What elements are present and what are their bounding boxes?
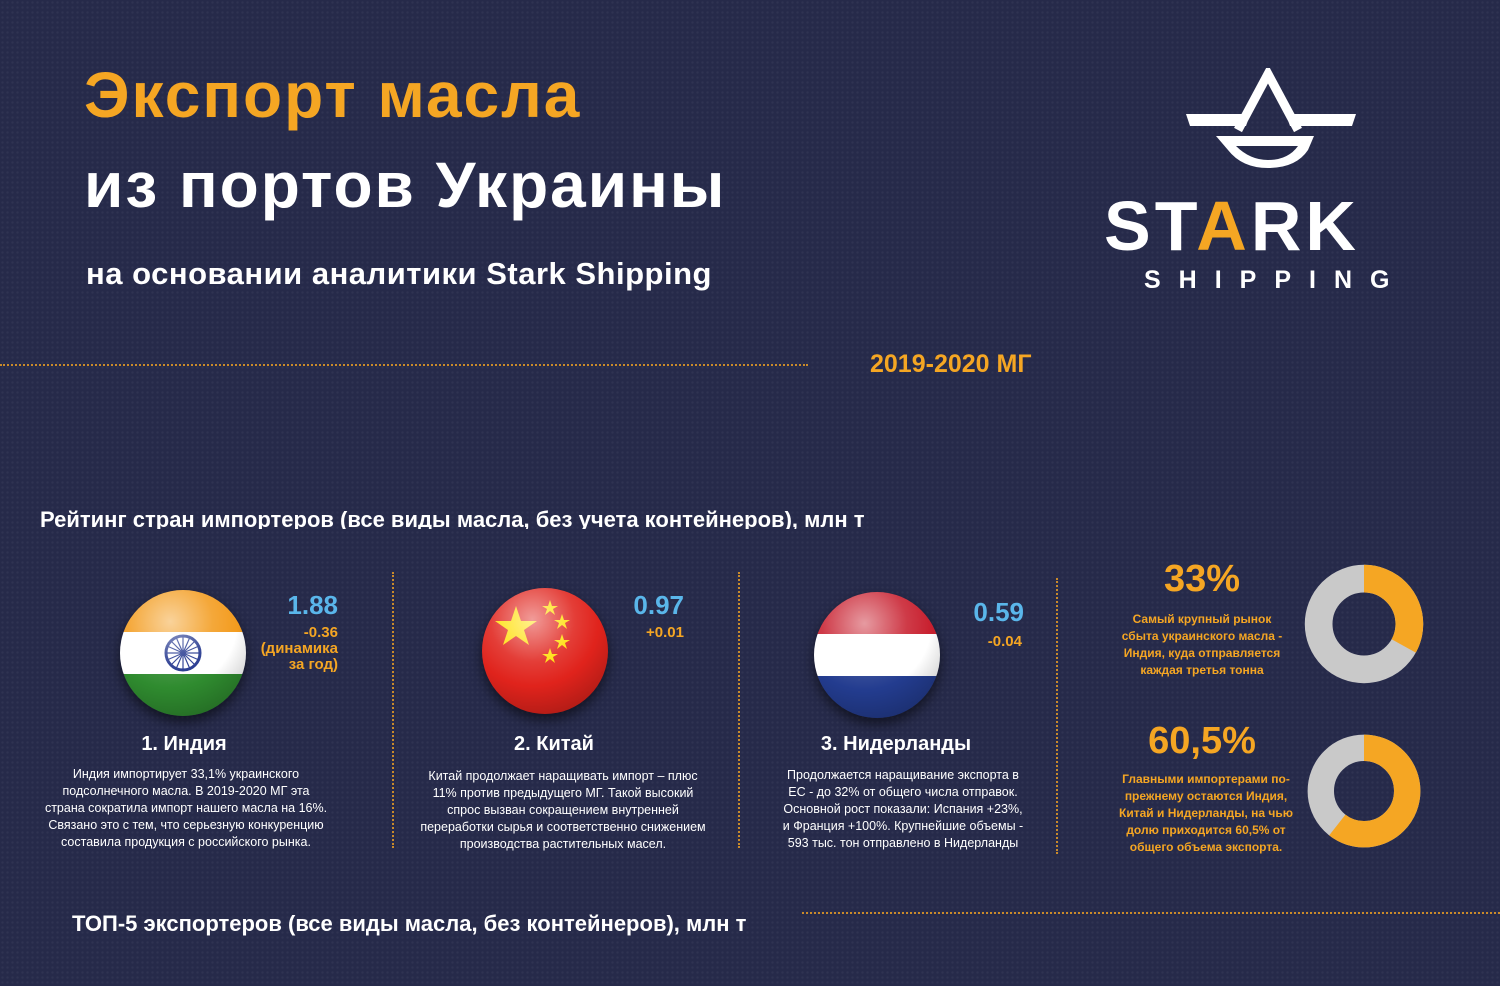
period-label: 2019-2020 МГ [870,350,1032,378]
netherlands-flag-icon [814,592,940,718]
india-name: 1. Индия [141,733,227,755]
donut-share [1304,564,1424,684]
netherlands-description: Продолжается наращивание экспорта в ЕС -… [782,768,1024,850]
donut-share [1307,734,1421,848]
logo-word-pre: ST [1104,187,1197,265]
logo-wordmark: STARK [1104,186,1360,266]
rating-heading: Рейтинг стран импортеров (все виды масла… [40,507,865,529]
netherlands-name: 3. Нидерланды [820,733,972,755]
netherlands-delta: -0.04 [987,633,1022,650]
logo-shipping: SHIPPING [1144,266,1408,294]
bottom-divider [802,912,1500,914]
title-line-2: из портов Украины [84,149,727,221]
divider-1 [392,572,394,848]
netherlands-value: 0.59 [973,597,1024,627]
stat-2-percent: 60,5% [1148,720,1256,762]
top5-heading: ТОП-5 экспортеров (все виды масла, без к… [72,911,747,936]
china-description: Китай продолжает наращивать импорт – плю… [420,769,706,851]
china-delta: +0.01 [646,624,684,641]
india-delta: -0.36 [303,624,338,641]
divider-2 [738,572,740,848]
stat-1-donut [1304,564,1424,684]
china-flag-icon [482,588,608,714]
top-divider [0,364,808,366]
stat-2-description: Главными импортерами по-прежнему остаютс… [1119,772,1293,854]
india-delta-note: (динамика за год) [260,640,338,673]
stat-2-donut [1307,734,1421,848]
india-description: Индия импортирует 33,1% украинского подс… [44,767,328,849]
stat-1-percent: 33% [1163,558,1241,600]
sail-icon [1186,68,1356,168]
india-flag-icon [120,590,246,716]
india-value: 1.88 [287,590,338,620]
china-value: 0.97 [633,590,684,620]
logo-word-post: RK [1250,187,1360,265]
logo-word-accent: A [1196,187,1251,265]
stark-logo: STARK SHIPPING [1100,68,1440,298]
title-line-1: Экспорт масла [84,59,582,131]
stat-1-description: Самый крупный рынок сбыта украинского ма… [1121,612,1283,677]
subtitle: на основании аналитики Stark Shipping [86,256,712,291]
divider-3 [1056,578,1058,854]
china-name: 2. Китай [514,733,594,755]
